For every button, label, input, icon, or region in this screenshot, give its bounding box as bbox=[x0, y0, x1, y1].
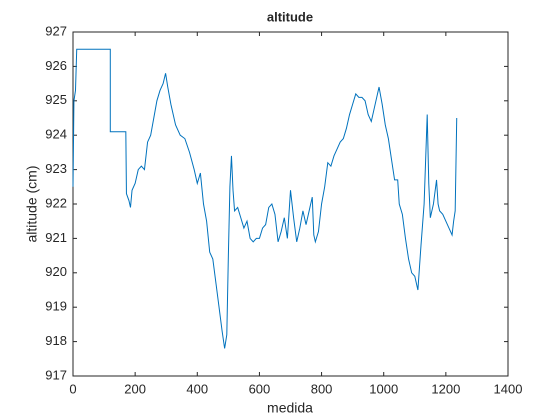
x-tick-label: 200 bbox=[124, 381, 146, 396]
y-tick-label: 923 bbox=[45, 161, 67, 176]
chart-title: altitude bbox=[267, 9, 313, 24]
y-tick-label: 917 bbox=[45, 367, 67, 382]
x-tick-label: 1000 bbox=[369, 381, 398, 396]
y-tick-label: 919 bbox=[45, 299, 67, 314]
x-tick-label: 600 bbox=[249, 381, 271, 396]
y-tick-label: 921 bbox=[45, 230, 67, 245]
y-tick-label: 922 bbox=[45, 195, 67, 210]
y-axis-label: altitude (cm) bbox=[24, 165, 40, 242]
x-axis-label: medida bbox=[267, 400, 313, 416]
x-tick-label: 400 bbox=[186, 381, 208, 396]
plot-area bbox=[72, 31, 509, 377]
y-tick-label: 927 bbox=[45, 23, 67, 38]
x-tick-label: 1200 bbox=[431, 381, 460, 396]
x-tick-label: 1400 bbox=[494, 381, 523, 396]
y-tick-label: 926 bbox=[45, 58, 67, 73]
y-tick-label: 924 bbox=[45, 127, 67, 142]
y-tick-label: 918 bbox=[45, 333, 67, 348]
data-line bbox=[72, 48, 458, 349]
x-tick-label: 800 bbox=[311, 381, 333, 396]
x-tick-label: 0 bbox=[69, 381, 76, 396]
y-tick-label: 925 bbox=[45, 92, 67, 107]
y-tick-label: 920 bbox=[45, 264, 67, 279]
